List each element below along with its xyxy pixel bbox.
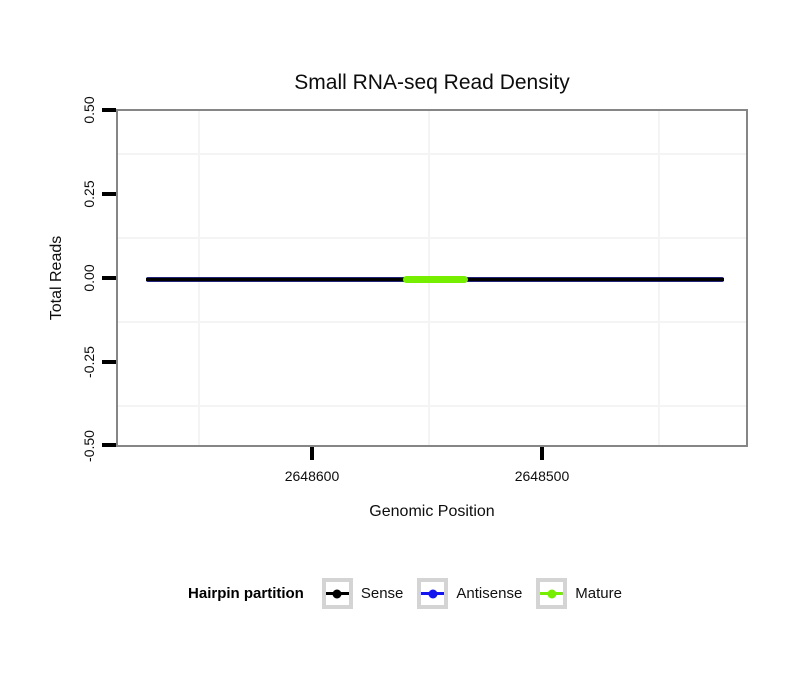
minor-gridline-horizontal — [118, 321, 746, 323]
legend-title: Hairpin partition — [188, 585, 304, 602]
minor-gridline-horizontal — [118, 237, 746, 239]
chart-title: Small RNA-seq Read Density — [294, 71, 570, 94]
x-tick-label: 2648500 — [514, 468, 570, 484]
mature-segment — [403, 276, 468, 283]
legend: Hairpin partition Sense Antisense Mature — [0, 578, 810, 609]
legend-label-mature: Mature — [575, 585, 622, 602]
minor-gridline-horizontal — [118, 405, 746, 407]
x-tick-mark — [310, 447, 314, 460]
legend-label-sense: Sense — [360, 585, 404, 602]
y-tick-mark — [102, 108, 116, 112]
legend-key-antisense — [417, 578, 449, 609]
x-tick-label: 2648600 — [284, 468, 340, 484]
y-tick-mark — [102, 360, 116, 364]
y-tick-mark — [102, 276, 116, 280]
x-axis-title: Genomic Position — [369, 503, 495, 520]
plot-panel — [116, 109, 748, 447]
minor-gridline-horizontal — [118, 153, 746, 155]
antisense-point-icon — [428, 589, 438, 598]
legend-label-antisense: Antisense — [456, 585, 523, 602]
sense-point-icon — [332, 589, 342, 598]
y-tick-mark — [102, 192, 116, 196]
mature-point-icon — [547, 589, 557, 598]
legend-key-sense — [321, 578, 353, 609]
legend-key-mature — [536, 578, 568, 609]
x-tick-mark — [540, 447, 544, 460]
y-tick-mark — [102, 443, 116, 447]
